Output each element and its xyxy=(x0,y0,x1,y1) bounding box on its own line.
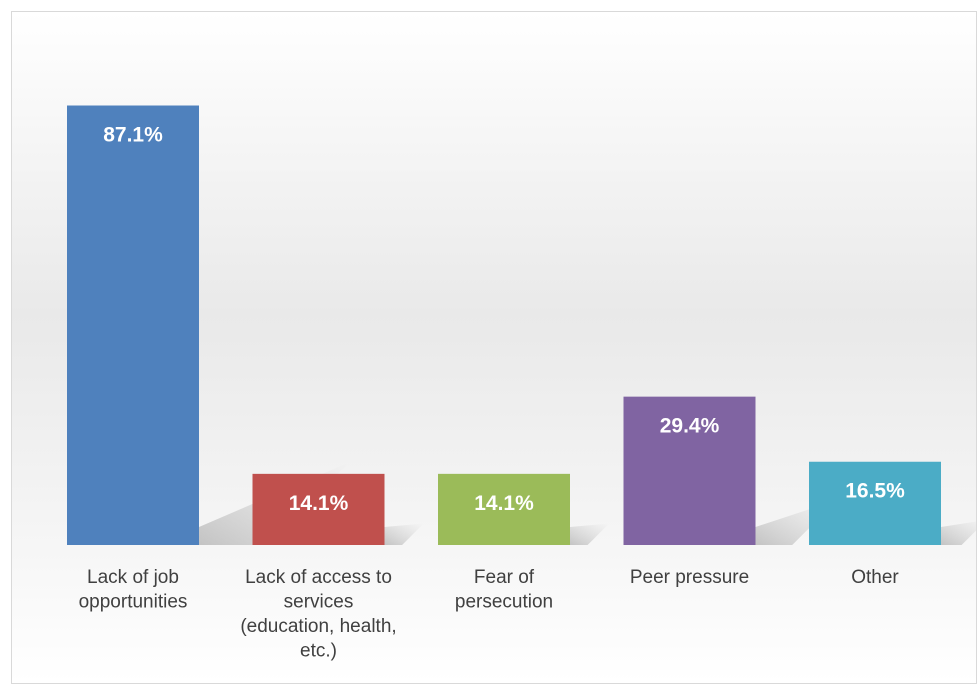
category-label-line: Other xyxy=(851,567,899,588)
category-label-line: persecution xyxy=(455,592,553,613)
data-label: 29.4% xyxy=(660,415,720,438)
category-label-line: opportunities xyxy=(79,592,188,613)
category-label-line: Lack of access to xyxy=(245,567,392,588)
data-label: 14.1% xyxy=(289,492,349,515)
category-label-line: etc.) xyxy=(300,641,337,662)
category-label-line: Peer pressure xyxy=(630,567,749,588)
chart-frame: 87.1% 14.1% 14.1% 29.4% 16.5% Lack of job opp… xyxy=(11,11,977,684)
bar xyxy=(809,462,941,545)
category-label-line: Fear of xyxy=(474,567,535,588)
data-label: 14.1% xyxy=(474,492,534,515)
data-label: 16.5% xyxy=(845,480,905,503)
category-label: Peer pressure xyxy=(630,567,749,588)
bar-chart: 87.1% 14.1% 14.1% 29.4% 16.5% Lack of job opp… xyxy=(12,12,976,683)
category-label-line: services xyxy=(284,592,354,613)
category-label: Other xyxy=(851,567,899,588)
data-label: 87.1% xyxy=(103,124,163,147)
category-label-line: Lack of job xyxy=(87,567,179,588)
bar xyxy=(67,106,199,546)
category-label-line: (education, health, xyxy=(240,616,396,637)
